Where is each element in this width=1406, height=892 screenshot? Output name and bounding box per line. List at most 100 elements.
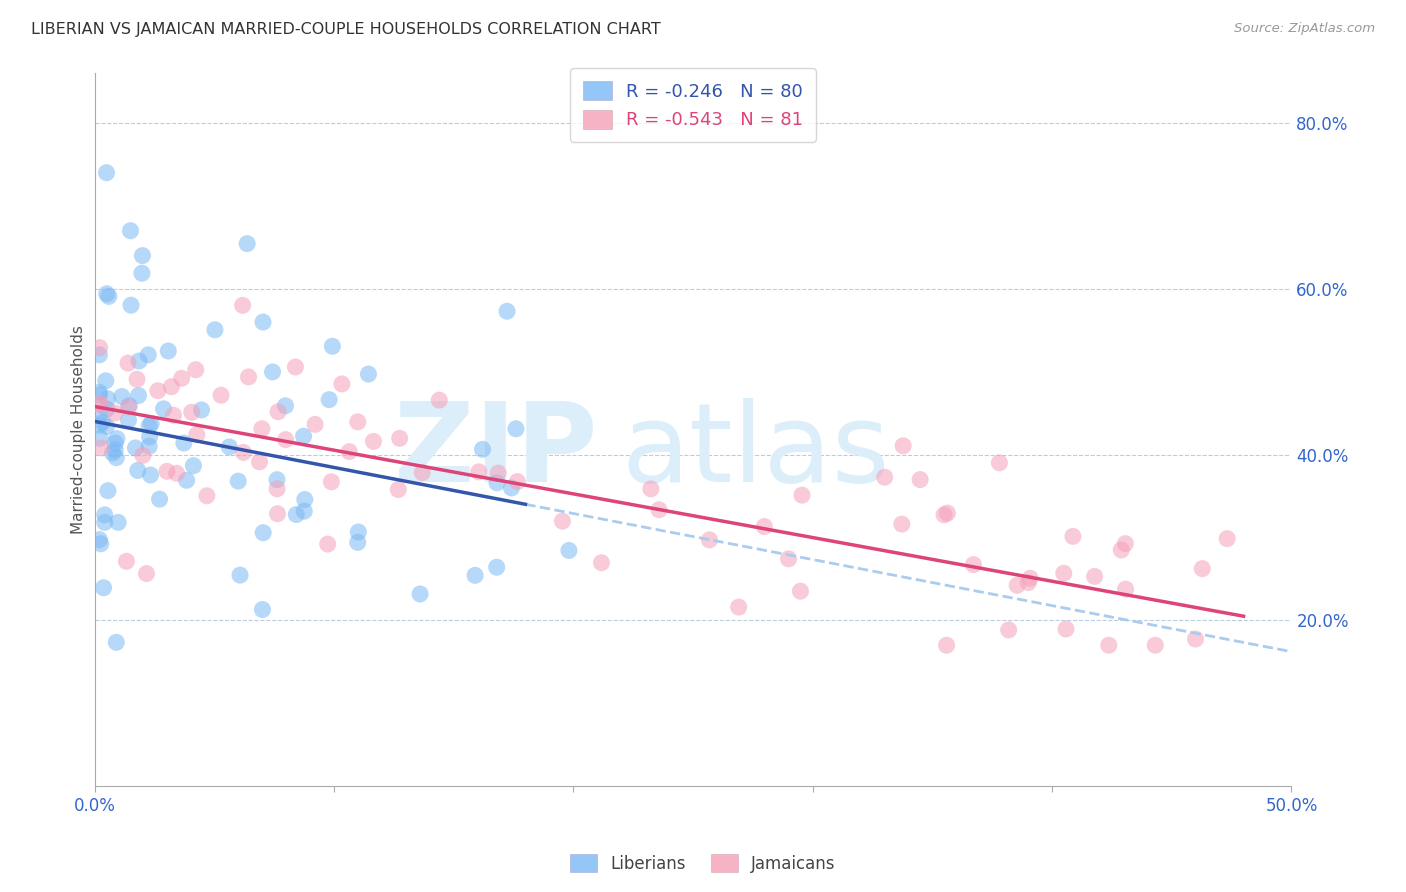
Point bbox=[699, 533, 721, 547]
Point bbox=[1114, 536, 1136, 550]
Point bbox=[176, 473, 198, 487]
Point bbox=[505, 422, 527, 436]
Point bbox=[138, 430, 160, 444]
Point bbox=[195, 489, 218, 503]
Point bbox=[266, 482, 288, 496]
Point bbox=[467, 465, 489, 479]
Point bbox=[229, 568, 252, 582]
Point bbox=[160, 379, 183, 393]
Point bbox=[94, 374, 117, 388]
Point bbox=[226, 474, 249, 488]
Point bbox=[936, 506, 959, 520]
Point bbox=[120, 224, 142, 238]
Point bbox=[357, 367, 380, 381]
Point bbox=[266, 473, 288, 487]
Point bbox=[1084, 569, 1107, 583]
Point bbox=[347, 524, 370, 539]
Point bbox=[640, 482, 662, 496]
Point bbox=[496, 304, 519, 318]
Point bbox=[89, 341, 111, 355]
Point bbox=[118, 399, 141, 413]
Point bbox=[1053, 566, 1076, 581]
Point bbox=[648, 502, 671, 516]
Point bbox=[409, 587, 432, 601]
Point bbox=[104, 436, 127, 450]
Point bbox=[117, 356, 139, 370]
Point bbox=[238, 370, 260, 384]
Point bbox=[138, 439, 160, 453]
Point bbox=[105, 450, 128, 465]
Point bbox=[156, 464, 179, 478]
Point bbox=[988, 456, 1011, 470]
Point bbox=[501, 481, 523, 495]
Point bbox=[157, 343, 180, 358]
Point bbox=[754, 519, 776, 533]
Point bbox=[1019, 571, 1042, 585]
Point bbox=[166, 467, 188, 481]
Point bbox=[471, 442, 494, 457]
Point bbox=[120, 298, 142, 312]
Point bbox=[89, 388, 111, 402]
Point bbox=[318, 392, 340, 407]
Point bbox=[252, 525, 274, 540]
Point bbox=[292, 504, 315, 518]
Point bbox=[411, 466, 433, 480]
Point bbox=[117, 400, 139, 414]
Point bbox=[304, 417, 326, 432]
Point bbox=[274, 399, 297, 413]
Point bbox=[778, 552, 800, 566]
Point bbox=[127, 463, 149, 477]
Point bbox=[1115, 582, 1137, 596]
Point bbox=[111, 390, 134, 404]
Point bbox=[97, 392, 120, 406]
Point bbox=[186, 427, 208, 442]
Point bbox=[890, 517, 912, 532]
Point bbox=[218, 440, 240, 454]
Point bbox=[330, 376, 353, 391]
Point bbox=[891, 439, 914, 453]
Point bbox=[128, 388, 150, 402]
Point bbox=[321, 475, 343, 489]
Point bbox=[105, 635, 128, 649]
Point bbox=[96, 166, 118, 180]
Point bbox=[89, 418, 111, 433]
Point bbox=[105, 432, 128, 446]
Point bbox=[204, 323, 226, 337]
Legend: Liberians, Jamaicans: Liberians, Jamaicans bbox=[564, 847, 842, 880]
Point bbox=[388, 431, 411, 445]
Point bbox=[170, 371, 193, 385]
Point bbox=[387, 483, 409, 497]
Point bbox=[89, 407, 111, 421]
Point bbox=[908, 473, 931, 487]
Point bbox=[117, 413, 139, 427]
Point bbox=[486, 466, 509, 480]
Point bbox=[89, 397, 111, 411]
Point bbox=[346, 415, 368, 429]
Point bbox=[131, 249, 153, 263]
Point bbox=[1098, 638, 1121, 652]
Point bbox=[316, 537, 339, 551]
Point bbox=[93, 581, 115, 595]
Point bbox=[727, 600, 749, 615]
Point bbox=[232, 445, 254, 459]
Point bbox=[209, 388, 232, 402]
Point bbox=[346, 535, 368, 549]
Point bbox=[183, 458, 205, 473]
Point bbox=[125, 372, 148, 386]
Point bbox=[96, 286, 118, 301]
Text: ZIP: ZIP bbox=[394, 398, 598, 505]
Point bbox=[551, 514, 574, 528]
Point bbox=[1017, 575, 1039, 590]
Point bbox=[89, 533, 111, 547]
Point bbox=[90, 537, 112, 551]
Point bbox=[131, 266, 153, 280]
Point bbox=[790, 488, 813, 502]
Point bbox=[249, 455, 271, 469]
Point bbox=[485, 475, 508, 490]
Point bbox=[873, 470, 896, 484]
Point bbox=[115, 554, 138, 568]
Point bbox=[136, 348, 159, 362]
Point bbox=[363, 434, 385, 449]
Point bbox=[89, 398, 111, 412]
Point bbox=[93, 508, 115, 522]
